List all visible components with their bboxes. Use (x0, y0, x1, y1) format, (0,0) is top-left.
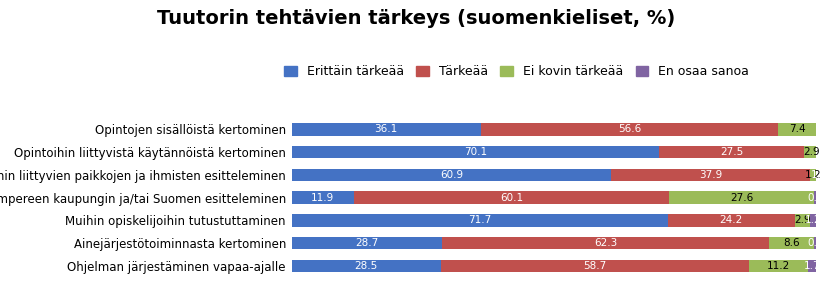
Text: 1.2: 1.2 (805, 215, 821, 225)
Text: 28.7: 28.7 (355, 238, 378, 248)
Bar (292, 260, 441, 272)
Text: 27.6: 27.6 (731, 193, 753, 203)
Text: 24.2: 24.2 (720, 215, 743, 225)
Bar (749, 260, 808, 272)
Text: 1.2: 1.2 (811, 170, 828, 180)
Text: 71.7: 71.7 (468, 215, 491, 225)
Bar (814, 191, 816, 204)
Text: 56.6: 56.6 (618, 124, 641, 135)
Bar (442, 237, 769, 250)
Text: 7.4: 7.4 (789, 124, 806, 135)
Legend: Erittäin tärkeää, Tärkeää, Ei kovin tärkeää, En osaa sanoa: Erittäin tärkeää, Tärkeää, Ei kovin tärk… (284, 65, 749, 78)
Text: 11.2: 11.2 (767, 261, 791, 271)
Bar (810, 214, 816, 227)
Bar (810, 169, 816, 181)
Bar (481, 123, 778, 136)
Bar (611, 169, 810, 181)
Bar (814, 237, 816, 250)
Bar (778, 123, 817, 136)
Text: 62.3: 62.3 (594, 238, 617, 248)
Bar (808, 260, 817, 272)
Bar (292, 237, 442, 250)
Bar (816, 169, 823, 181)
Bar (292, 191, 354, 204)
Text: 2.9: 2.9 (794, 215, 811, 225)
Bar (292, 123, 481, 136)
Text: 60.1: 60.1 (500, 193, 523, 203)
Bar (354, 191, 670, 204)
Text: Tuutorin tehtävien tärkeys (suomenkieliset, %): Tuutorin tehtävien tärkeys (suomenkielis… (157, 9, 676, 28)
Bar (660, 146, 804, 158)
Text: 27.5: 27.5 (720, 147, 743, 157)
Text: 11.9: 11.9 (312, 193, 334, 203)
Bar (795, 214, 810, 227)
Text: 1.7: 1.7 (804, 261, 821, 271)
Text: 58.7: 58.7 (583, 261, 606, 271)
Bar (819, 146, 833, 158)
Text: 37.9: 37.9 (699, 170, 722, 180)
Bar (441, 260, 749, 272)
Text: 2.9: 2.9 (803, 147, 820, 157)
Bar (769, 237, 814, 250)
Bar (292, 146, 660, 158)
Text: 36.1: 36.1 (375, 124, 398, 135)
Bar (804, 146, 819, 158)
Text: 0.4: 0.4 (807, 193, 824, 203)
Text: 1.2: 1.2 (805, 170, 821, 180)
Text: 60.9: 60.9 (440, 170, 463, 180)
Text: 0.4: 0.4 (807, 238, 824, 248)
Text: 70.1: 70.1 (464, 147, 487, 157)
Text: 28.5: 28.5 (355, 261, 378, 271)
Text: 2.9: 2.9 (818, 147, 833, 157)
Bar (670, 191, 814, 204)
Text: 8.6: 8.6 (783, 238, 800, 248)
Bar (292, 169, 611, 181)
Bar (668, 214, 795, 227)
Bar (292, 214, 668, 227)
